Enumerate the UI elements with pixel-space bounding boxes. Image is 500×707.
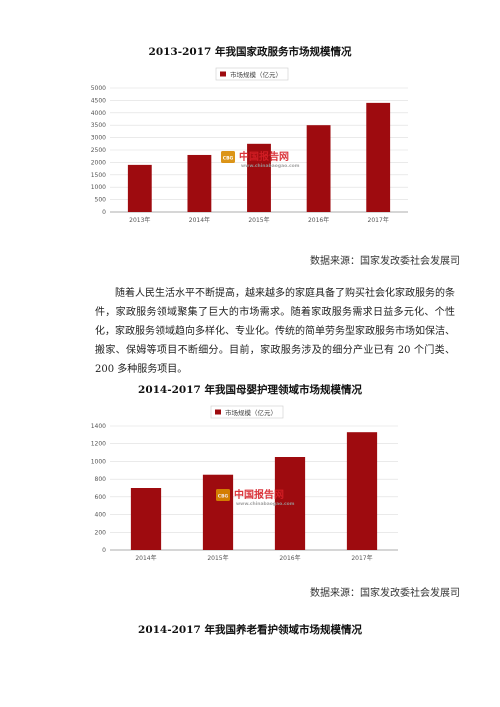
y-tick-label: 4000 [91,110,106,117]
bar-2017年 [366,102,391,212]
x-tick-label: 2017年 [351,554,372,562]
bar-2016年 [306,125,331,212]
x-tick-label: 2016年 [279,554,300,562]
bar-2015年 [247,143,271,212]
chart2-legend: 市场规模（亿元） [210,405,284,419]
bar-2015年 [202,474,234,550]
bar-2017年 [346,432,378,550]
y-tick-label: 1400 [91,423,106,430]
y-tick-label: 2000 [91,159,106,166]
chart2-source: 数据来源：国家发改委社会发展司 [310,588,460,599]
bar-2014年 [187,154,212,212]
bar-2014年 [130,488,162,550]
y-tick-label: 4500 [91,97,106,104]
chart1-source: 数据来源：国家发改委社会发展司 [310,256,460,267]
y-tick-label: 600 [95,494,107,501]
watermark-url: www.chinabaogao.com [236,501,295,507]
y-tick-label: 3000 [91,135,106,142]
y-tick-label: 200 [95,529,107,536]
chart2-bar-chart: 市场规模（亿元） 0 200 400 600 800 1000 1200 1400 2014年 20… [80,402,410,568]
y-tick-label: 1000 [91,458,106,465]
chart1-caption: 2013-2017 年我国家政服务市场规模情况 [148,46,352,58]
legend-swatch [220,71,226,77]
bar-2013年 [127,164,152,212]
x-tick-label: 2015年 [248,216,269,224]
x-tick-label: 2014年 [135,554,156,562]
x-tick-label: 2015年 [207,554,228,562]
x-tick-label: 2014年 [189,216,210,224]
chart1-svg: 市场规模（亿元） 0 500 1000 1500 2000 2500 3000 3500 4000… [91,67,408,224]
x-tick-label: 2016年 [308,216,329,224]
y-tick-label: 3500 [91,122,106,129]
y-tick-label: 1200 [91,441,106,448]
y-tick-label: 1000 [91,184,106,191]
y-tick-label: 2500 [91,147,106,154]
chart2-svg: 市场规模（亿元） 0 200 400 600 800 1000 1200 1400 2014年 20… [91,405,398,562]
chart3-caption: 2014-2017 年我国养老看护领域市场规模情况 [138,624,362,636]
y-tick-label: 0 [102,547,106,554]
legend-label: 市场规模（亿元） [230,70,282,79]
watermark-brand: 中国报告网 [234,488,284,501]
x-tick-label: 2017年 [368,216,389,224]
legend-swatch [215,409,221,415]
y-tick-label: 800 [95,476,107,483]
body-paragraph: 随着人民生活水平不断提高，越来越多的家庭具备了购买社会化家政服务的条件，家政服务… [95,288,455,375]
watermark-logo-icon [221,151,235,163]
chart1-bar-chart: 市场规模（亿元） 0 500 1000 1500 2000 2500 3000 3500 4000… [80,64,420,232]
watermark-logo: CBG [218,494,229,500]
y-tick-label: 500 [95,197,107,204]
y-tick-label: 400 [95,512,107,519]
watermark-url: www.chinabaogao.com [241,163,300,169]
y-tick-label: 1500 [91,172,106,179]
bar-2016年 [274,457,306,550]
watermark-brand: 中国报告网 [239,150,289,163]
y-tick-label: 0 [102,209,106,216]
legend-label: 市场规模（亿元） [225,408,277,417]
watermark-logo: CBG [223,156,234,162]
y-tick-label: 5000 [91,85,106,92]
watermark-logo-icon [216,489,230,501]
chart2-caption: 2014-2017 年我国母婴护理领域市场规模情况 [138,384,362,396]
x-tick-label: 2013年 [129,216,150,224]
chart1-legend: 市场规模（亿元） [215,67,289,81]
